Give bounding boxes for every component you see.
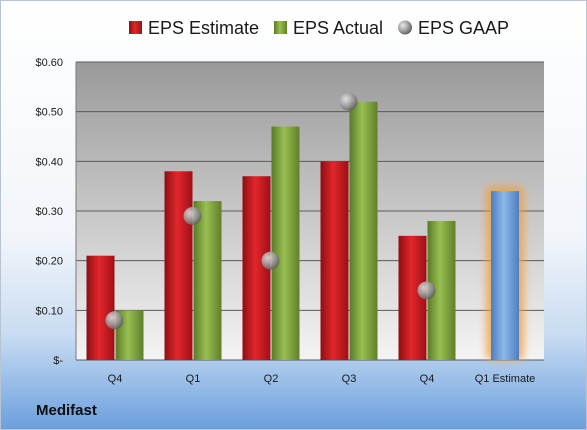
x-tick-label: Q1 [186,373,201,385]
y-tick-label: $- [53,355,63,367]
legend-swatch-estimate [129,21,142,34]
y-tick-label: $0.50 [35,107,63,119]
y-tick-label: $0.40 [35,156,63,168]
bar-eps-estimate [86,255,115,360]
x-tick-label: Q4 [108,373,123,385]
y-tick-label: $0.10 [35,305,63,317]
gaap-points [105,92,436,330]
company-name: Medifast [36,402,97,419]
legend: EPS Estimate EPS Actual EPS GAAP [129,18,509,38]
bar-eps-estimate [164,171,193,360]
legend-label-estimate: EPS Estimate [148,18,259,38]
legend-swatch-gaap [398,20,412,35]
bar-eps-actual [349,101,378,360]
bar-eps-actual [193,201,222,360]
point-eps-gaap [417,281,436,300]
y-tick-label: $0.60 [35,57,63,69]
x-tick-label: Q3 [342,373,357,385]
point-eps-gaap [261,251,280,270]
bar-eps-estimate [320,161,349,360]
bar-eps-forecast [491,191,519,360]
y-tick-label: $0.20 [35,256,63,268]
gridlines [75,61,544,361]
legend-label-gaap: EPS GAAP [418,18,509,38]
x-tick-label: Q4 [420,373,435,385]
y-axis-ticks: $- $0.10 $0.20 $0.30 $0.40 $0.50 $0.60 [35,57,63,367]
x-tick-label: Q1 Estimate [475,373,536,385]
bar-eps-actual [271,126,300,360]
bars [86,101,524,360]
y-tick-label: $0.30 [35,206,63,218]
point-eps-gaap [183,206,202,225]
point-eps-gaap [339,92,358,111]
x-axis-ticks: Q4 Q1 Q2 Q3 Q4 Q1 Estimate [108,373,536,385]
point-eps-gaap [105,311,124,330]
legend-label-actual: EPS Actual [293,18,383,38]
x-tick-label: Q2 [264,373,279,385]
legend-swatch-actual [274,21,287,34]
